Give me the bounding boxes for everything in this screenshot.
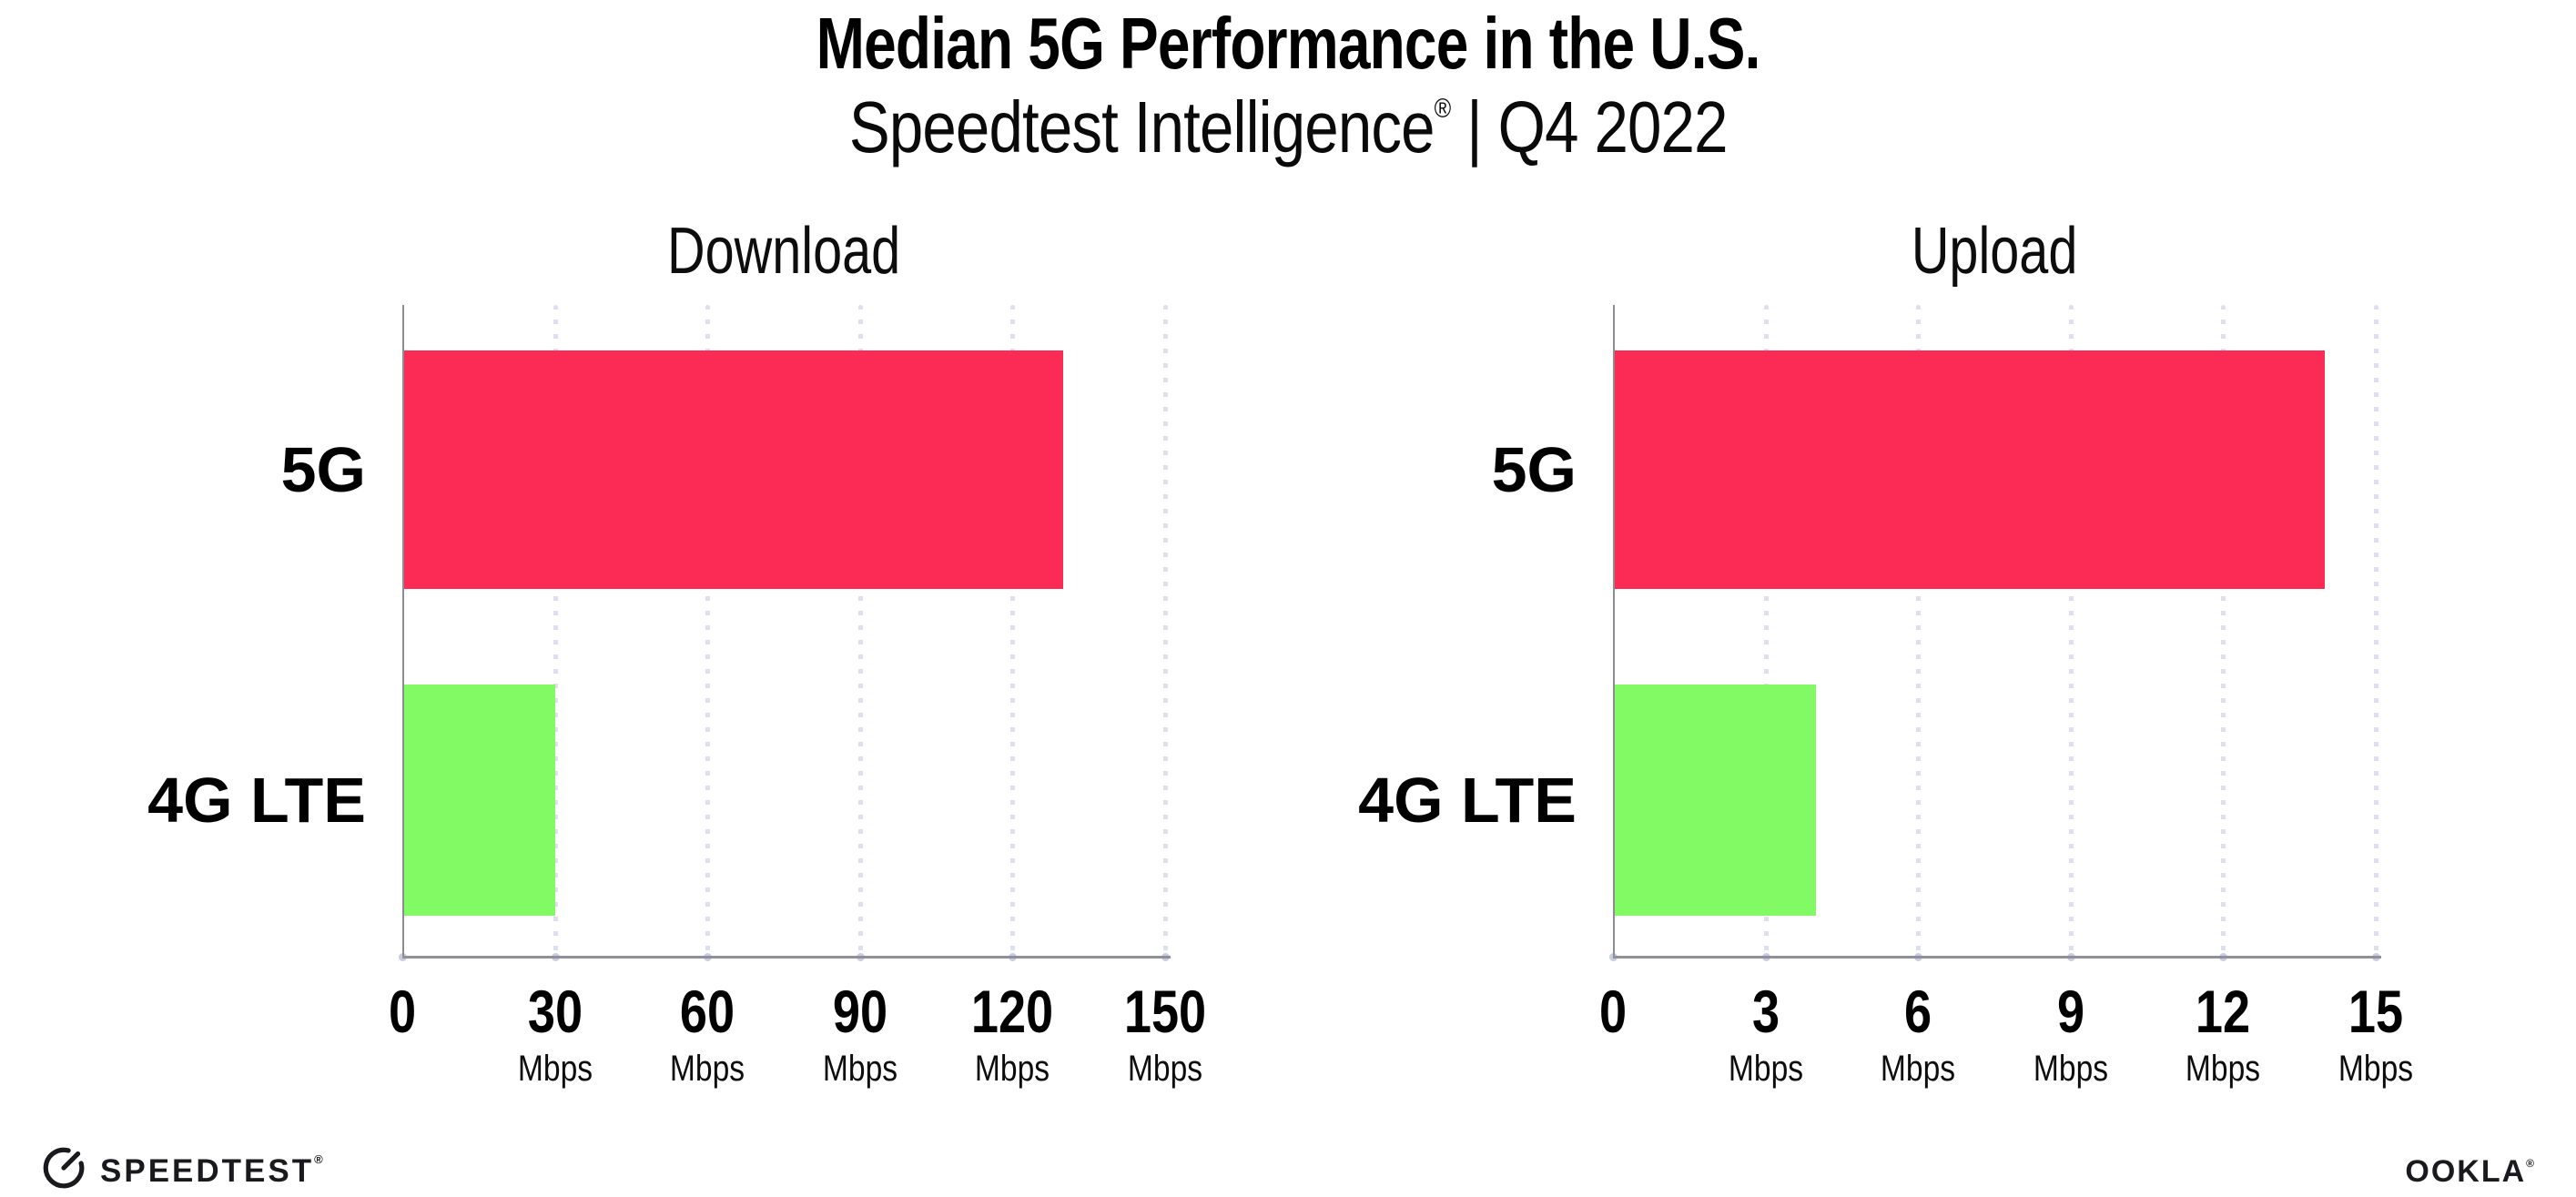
tick-label-text: 3 xyxy=(1751,978,1780,1045)
ookla-label: OOKLA xyxy=(2405,1154,2527,1189)
subtitle-period: | Q4 2022 xyxy=(1450,86,1728,167)
tick-label-text: 12 xyxy=(2195,978,2251,1045)
registered-mark-icon: ® xyxy=(1434,94,1451,124)
tick-label-150: 150 xyxy=(1124,979,1265,1043)
tick-unit-text: Mbps xyxy=(2185,1049,2261,1089)
tick-label-15: 15 xyxy=(2348,979,2442,1043)
tick-label-text: 30 xyxy=(527,978,583,1045)
tick-unit-150: Mbps xyxy=(1128,1049,1254,1089)
page-subtitle-text: Speedtest Intelligence® | Q4 2022 xyxy=(849,91,1729,164)
chart-title-text: Download xyxy=(666,215,901,288)
tick-label-90: 90 xyxy=(833,979,927,1043)
tick-unit-text: Mbps xyxy=(2033,1049,2109,1089)
tick-label-12: 12 xyxy=(2196,979,2289,1043)
tick-label-text: 9 xyxy=(2056,978,2085,1045)
tick-unit-text: Mbps xyxy=(974,1049,1050,1089)
y-axis-line xyxy=(1613,305,1615,959)
tick-label-0: 0 xyxy=(389,979,436,1043)
tick-unit-text: Mbps xyxy=(1880,1049,1956,1089)
gridline-30 xyxy=(553,305,558,959)
speedtest-gauge-icon xyxy=(43,1147,85,1188)
speedtest-registered-mark: ® xyxy=(314,1152,323,1166)
speedtest-logo: SPEEDTEST® xyxy=(40,1136,323,1195)
tick-unit-text: Mbps xyxy=(2338,1049,2414,1089)
tick-label-60: 60 xyxy=(680,979,774,1043)
tick-unit-3: Mbps xyxy=(1729,1049,1855,1089)
tick-label-text: 120 xyxy=(970,978,1054,1045)
tick-label-text: 150 xyxy=(1123,978,1207,1045)
page-subtitle: Speedtest Intelligence® | Q4 2022 xyxy=(0,91,2576,164)
chart-title-upload: Upload xyxy=(1613,213,2376,289)
tick-unit-text: Mbps xyxy=(1127,1049,1203,1089)
tick-unit-text: Mbps xyxy=(517,1049,593,1089)
speedtest-wordmark: SPEEDTEST® xyxy=(100,1136,323,1195)
gridline-90 xyxy=(858,305,863,959)
gridline-120 xyxy=(1010,305,1015,959)
plot-area-download xyxy=(399,305,1171,961)
ookla-logo: OOKLA® xyxy=(2405,1145,2534,1190)
tick-unit-9: Mbps xyxy=(2033,1049,2160,1089)
tick-label-text: 0 xyxy=(388,978,417,1045)
tick-unit-15: Mbps xyxy=(2338,1049,2465,1089)
subtitle-brand: Speedtest Intelligence xyxy=(848,86,1435,167)
category-label-4g-lte: 4G LTE xyxy=(147,765,366,836)
x-axis-line xyxy=(402,956,1171,959)
bar-download-4g-lte xyxy=(404,685,555,916)
gridline-6 xyxy=(1916,305,1921,959)
page-title: Median 5G Performance in the U.S. xyxy=(0,7,2576,80)
tick-unit-6: Mbps xyxy=(1881,1049,2007,1089)
gridline-60 xyxy=(705,305,710,959)
gridline-150 xyxy=(1163,305,1168,959)
ookla-wordmark: OOKLA® xyxy=(2405,1154,2534,1189)
tick-label-120: 120 xyxy=(971,979,1112,1043)
tick-label-30: 30 xyxy=(528,979,622,1043)
tick-label-0: 0 xyxy=(1599,979,1647,1043)
tick-label-text: 60 xyxy=(679,978,735,1045)
gridline-9 xyxy=(2069,305,2074,959)
tick-label-9: 9 xyxy=(2057,979,2104,1043)
bar-upload-4g-lte xyxy=(1615,685,1816,916)
tick-unit-text: Mbps xyxy=(1728,1049,1804,1089)
category-label-4g-lte: 4G LTE xyxy=(1358,765,1577,836)
ookla-registered-mark: ® xyxy=(2526,1157,2534,1170)
tick-label-text: 90 xyxy=(832,978,888,1045)
tick-unit-30: Mbps xyxy=(518,1049,644,1089)
speedtest-label: SPEEDTEST xyxy=(100,1153,315,1189)
gridline-3 xyxy=(1764,305,1769,959)
category-label-5g: 5G xyxy=(280,434,366,505)
tick-label-text: 6 xyxy=(1903,978,1932,1045)
bar-upload-5g xyxy=(1615,350,2325,589)
y-axis-line xyxy=(402,305,404,959)
gridline-12 xyxy=(2221,305,2226,959)
chart-title-text: Upload xyxy=(1911,215,2078,288)
tick-unit-60: Mbps xyxy=(670,1049,796,1089)
page-title-text: Median 5G Performance in the U.S. xyxy=(816,3,1761,84)
x-axis-line xyxy=(1613,956,2381,959)
plot-area-upload xyxy=(1609,305,2381,961)
tick-label-text: 15 xyxy=(2348,978,2404,1045)
gridline-15 xyxy=(2374,305,2378,959)
chart-title-download: Download xyxy=(402,213,1165,289)
category-label-5g: 5G xyxy=(1491,434,1577,505)
tick-unit-text: Mbps xyxy=(669,1049,745,1089)
tick-unit-120: Mbps xyxy=(975,1049,1101,1089)
tick-unit-text: Mbps xyxy=(822,1049,898,1089)
tick-unit-12: Mbps xyxy=(2186,1049,2312,1089)
bar-download-5g xyxy=(404,350,1063,589)
tick-label-text: 0 xyxy=(1598,978,1628,1045)
tick-unit-90: Mbps xyxy=(823,1049,949,1089)
tick-label-6: 6 xyxy=(1904,979,1952,1043)
tick-label-3: 3 xyxy=(1752,979,1800,1043)
